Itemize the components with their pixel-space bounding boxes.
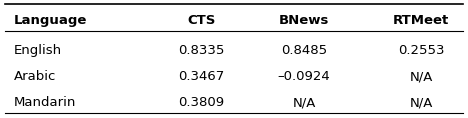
Text: Mandarin: Mandarin — [14, 96, 76, 109]
Text: RTMeet: RTMeet — [393, 14, 449, 27]
Text: N/A: N/A — [410, 70, 433, 83]
Text: N/A: N/A — [410, 96, 433, 109]
Text: English: English — [14, 44, 62, 57]
Text: 0.8485: 0.8485 — [281, 44, 327, 57]
Text: 0.3809: 0.3809 — [178, 96, 224, 109]
Text: 0.2553: 0.2553 — [398, 44, 445, 57]
Text: 0.8335: 0.8335 — [178, 44, 225, 57]
Text: N/A: N/A — [292, 96, 316, 109]
Text: Arabic: Arabic — [14, 70, 57, 83]
Text: CTS: CTS — [187, 14, 215, 27]
Text: –0.0924: –0.0924 — [278, 70, 330, 83]
Text: 0.3467: 0.3467 — [178, 70, 224, 83]
Text: BNews: BNews — [279, 14, 329, 27]
Text: Language: Language — [14, 14, 88, 27]
